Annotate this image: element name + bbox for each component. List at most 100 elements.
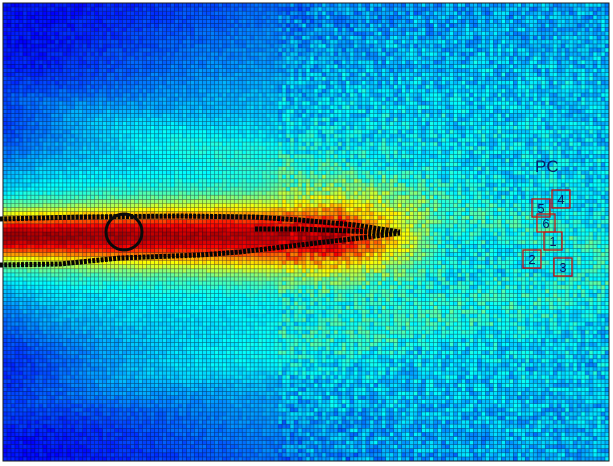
- heatmap-cell: [230, 113, 235, 118]
- heatmap-cell: [473, 113, 478, 118]
- heatmap-cell: [425, 60, 430, 65]
- heatmap-cell: [313, 35, 319, 40]
- heatmap-cell: [349, 76, 354, 81]
- heatmap-cell: [393, 80, 398, 85]
- heatmap-cell: [170, 39, 175, 45]
- heatmap-cell: [361, 92, 366, 98]
- heatmap-cell: [465, 15, 470, 20]
- heatmap-cell: [274, 113, 279, 118]
- heatmap-cell: [302, 109, 307, 114]
- heatmap-cell: [397, 72, 402, 77]
- heatmap-cell: [417, 43, 422, 49]
- heatmap-cell: [461, 121, 466, 126]
- heatmap-cell: [106, 68, 111, 73]
- heatmap-cell: [377, 133, 382, 139]
- heatmap-cell: [561, 11, 566, 16]
- heatmap-cell: [565, 129, 570, 135]
- heatmap-cell: [82, 39, 87, 45]
- heatmap-cell: [477, 56, 482, 61]
- heatmap-cell: [122, 113, 127, 118]
- heatmap-cell: [106, 80, 111, 85]
- heatmap-cell: [210, 27, 215, 32]
- heatmap-cell: [385, 43, 390, 49]
- heatmap-cell: [146, 68, 151, 73]
- heatmap-cell: [493, 125, 498, 130]
- heatmap-cell: [278, 92, 283, 98]
- heatmap-cell: [70, 27, 75, 32]
- heatmap-cell: [222, 23, 227, 28]
- heatmap-cell: [561, 56, 566, 61]
- heatmap-cell: [3, 76, 8, 81]
- heatmap-cell: [166, 72, 171, 77]
- heatmap-cell: [150, 31, 155, 36]
- heatmap-cell: [10, 43, 16, 49]
- heatmap-cell: [321, 35, 327, 40]
- heatmap-cell: [170, 121, 175, 126]
- heatmap-cell: [421, 80, 426, 85]
- heatmap-cell: [401, 56, 406, 61]
- heatmap-cell: [513, 35, 518, 40]
- heatmap-cell: [549, 47, 554, 53]
- heatmap-cell: [18, 101, 24, 106]
- heatmap-cell: [270, 56, 275, 61]
- heatmap-cell: [82, 109, 87, 114]
- heatmap-cell: [70, 76, 75, 81]
- heatmap-cell: [230, 31, 235, 36]
- heatmap-cell: [118, 92, 123, 98]
- heatmap-cell: [254, 72, 259, 77]
- heatmap-cell: [445, 56, 450, 61]
- heatmap-cell: [182, 56, 187, 61]
- heatmap-cell: [489, 133, 494, 139]
- heatmap-cell: [341, 76, 347, 81]
- heatmap-cell: [198, 19, 203, 24]
- heatmap-cell: [337, 27, 343, 32]
- heatmap-cell: [206, 3, 211, 8]
- heatmap-cell: [417, 35, 422, 40]
- heatmap-cell: [365, 3, 370, 8]
- heatmap-cell: [122, 15, 127, 20]
- heatmap-cell: [178, 125, 183, 130]
- heatmap-cell: [437, 64, 442, 69]
- heatmap-cell: [517, 129, 522, 135]
- heatmap-cell: [290, 19, 295, 24]
- heatmap-cell: [321, 27, 327, 32]
- heatmap-cell: [489, 113, 494, 118]
- heatmap-cell: [349, 47, 354, 53]
- heatmap-cell: [321, 23, 327, 28]
- heatmap-cell: [449, 68, 454, 73]
- heatmap-cell: [549, 7, 554, 12]
- heatmap-cell: [178, 15, 183, 20]
- heatmap-cell: [30, 101, 36, 106]
- heatmap-cell: [425, 11, 430, 16]
- heatmap-cell: [541, 121, 546, 126]
- heatmap-cell: [42, 47, 48, 53]
- heatmap-cell: [186, 3, 191, 8]
- heatmap-cell: [549, 129, 554, 135]
- heatmap-cell: [294, 35, 299, 40]
- heatmap-cell: [10, 68, 16, 73]
- heatmap-cell: [150, 27, 155, 32]
- heatmap-cell: [429, 39, 434, 45]
- heatmap-cell: [377, 76, 382, 81]
- heatmap-cell: [393, 129, 398, 135]
- heatmap-cell: [373, 105, 378, 110]
- heatmap-cell: [549, 113, 554, 118]
- heatmap-cell: [569, 43, 574, 49]
- heatmap-cell: [381, 60, 386, 65]
- heatmap-cell: [401, 64, 406, 69]
- heatmap-cell: [585, 129, 590, 135]
- heatmap-cell: [393, 109, 398, 114]
- heatmap-cell: [118, 72, 123, 77]
- heatmap-cell: [166, 117, 171, 122]
- heatmap-cell: [593, 7, 598, 12]
- heatmap-cell: [298, 113, 303, 118]
- heatmap-cell: [521, 11, 526, 16]
- heatmap-cell: [254, 27, 259, 32]
- heatmap-cell: [234, 3, 239, 8]
- heatmap-cell: [250, 11, 255, 16]
- heatmap-cell: [377, 80, 382, 85]
- heatmap-cell: [465, 113, 470, 118]
- heatmap-cell: [381, 64, 386, 69]
- heatmap-cell: [593, 113, 598, 118]
- heatmap-cell: [377, 11, 382, 16]
